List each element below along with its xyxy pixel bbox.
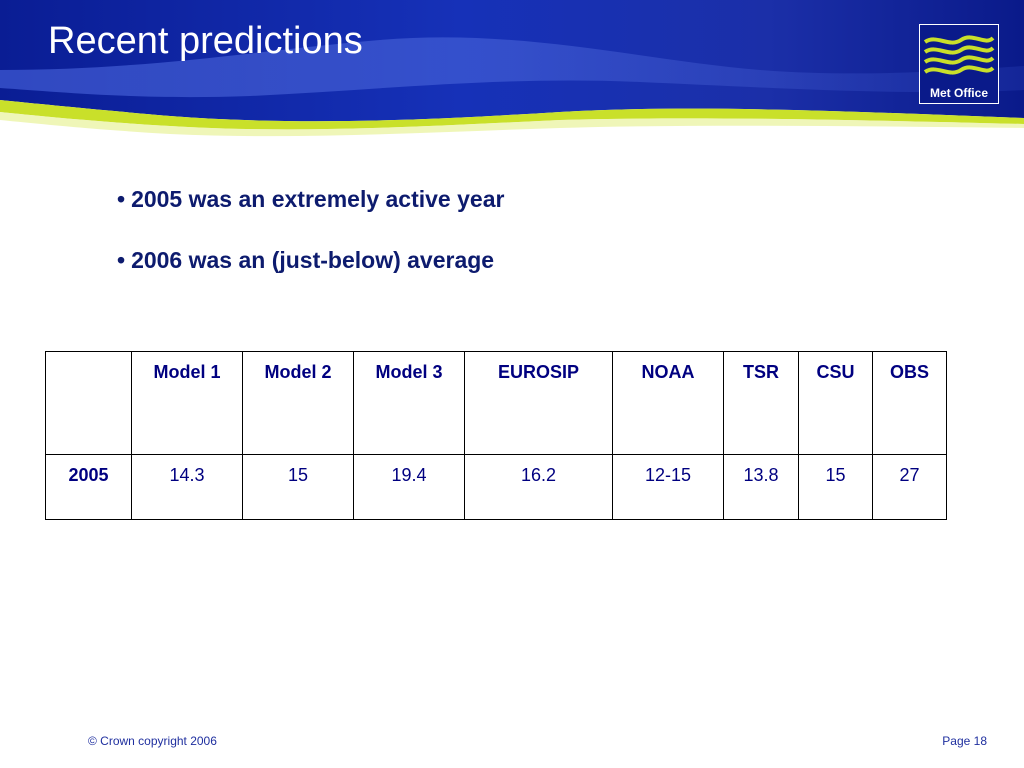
header-cell: OBS [872, 351, 947, 455]
table-cell: 19.4 [353, 454, 465, 520]
predictions-table: Model 1 Model 2 Model 3 EUROSIP NOAA TSR… [45, 351, 947, 520]
table-cell: 15 [798, 454, 873, 520]
table-cell: 15 [242, 454, 354, 520]
header-banner [0, 0, 1024, 137]
footer-copyright: © Crown copyright 2006 [88, 734, 217, 748]
header-cell: Model 1 [131, 351, 243, 455]
header-cell: Model 2 [242, 351, 354, 455]
logo-wordmark: Met Office [929, 86, 988, 100]
met-office-logo-icon [919, 24, 999, 104]
header-cell: NOAA [612, 351, 724, 455]
table-cell: 12-15 [612, 454, 724, 520]
header-cell: EUROSIP [464, 351, 613, 455]
bullet-dot-icon: • [117, 186, 126, 212]
row-label-cell: 2005 [45, 454, 132, 520]
footer-page-number: Page 18 [942, 734, 987, 748]
table-row: 2005 14.3 15 19.4 16.2 12-15 13.8 15 27 [45, 454, 947, 520]
page-title: Recent predictions [48, 20, 363, 62]
table-header-row: Model 1 Model 2 Model 3 EUROSIP NOAA TSR… [45, 351, 947, 455]
bullet-text: 2006 was an (just-below) average [131, 247, 495, 273]
bullet-item: • 2005 was an extremely active year [117, 184, 504, 214]
bullet-text: 2005 was an extremely active year [131, 186, 505, 212]
bullet-item: • 2006 was an (just-below) average [117, 245, 504, 275]
table-cell: 16.2 [464, 454, 613, 520]
header-cell-empty [45, 351, 132, 455]
table-cell: 27 [872, 454, 947, 520]
header-cell: TSR [723, 351, 799, 455]
table-cell: 13.8 [723, 454, 799, 520]
header-cell: CSU [798, 351, 873, 455]
bullet-dot-icon: • [117, 247, 126, 273]
bullet-list: • 2005 was an extremely active year • 2006… [117, 184, 504, 306]
header-cell: Model 3 [353, 351, 465, 455]
table-cell: 14.3 [131, 454, 243, 520]
